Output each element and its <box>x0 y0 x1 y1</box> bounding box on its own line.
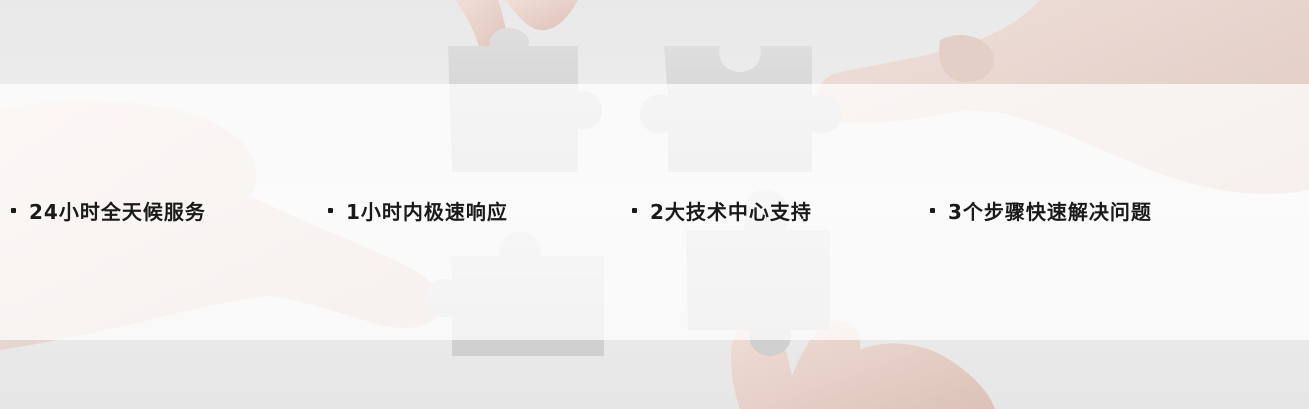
feature-label: 2大技术中心支持 <box>650 199 812 224</box>
bullet-icon <box>632 207 637 213</box>
feature-label: 3个步骤快速解决问题 <box>948 199 1152 224</box>
bullet-icon <box>930 207 935 213</box>
feature-label: 1小时内极速响应 <box>346 199 508 224</box>
feature-item: 3个步骤快速解决问题 <box>930 193 1152 227</box>
translucent-band <box>0 84 1309 340</box>
bullet-icon <box>328 207 333 213</box>
feature-label: 24小时全天候服务 <box>29 199 206 224</box>
feature-item: 24小时全天候服务 <box>11 193 206 227</box>
hand-icon <box>731 315 995 409</box>
feature-item: 1小时内极速响应 <box>328 193 508 227</box>
bullet-icon <box>11 207 16 213</box>
feature-item: 2大技术中心支持 <box>632 193 812 227</box>
feature-list: 24小时全天候服务 1小时内极速响应 2大技术中心支持 3个步骤快速解决问题 <box>0 193 1309 227</box>
